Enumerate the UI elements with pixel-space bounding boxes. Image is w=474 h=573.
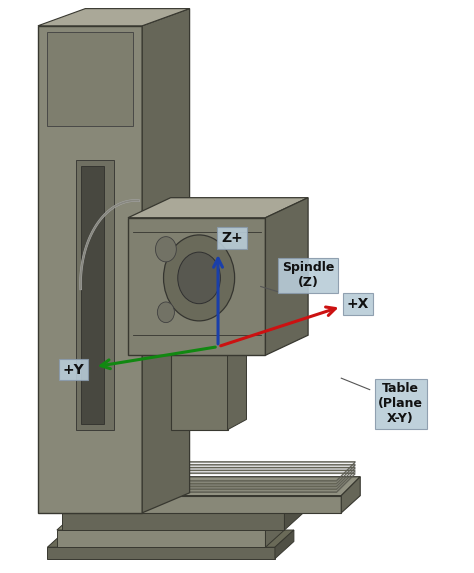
Polygon shape (81, 166, 104, 424)
Polygon shape (66, 461, 356, 481)
Polygon shape (47, 32, 133, 126)
Polygon shape (128, 218, 265, 355)
Polygon shape (62, 496, 303, 513)
Polygon shape (265, 198, 308, 355)
Circle shape (164, 235, 235, 321)
Text: Spindle
(Z): Spindle (Z) (282, 261, 334, 289)
Polygon shape (171, 355, 228, 430)
Polygon shape (275, 530, 294, 559)
Text: +Y: +Y (63, 363, 84, 376)
Polygon shape (57, 513, 284, 530)
Polygon shape (38, 9, 190, 26)
Circle shape (157, 302, 174, 323)
Polygon shape (228, 345, 246, 430)
Polygon shape (57, 530, 265, 547)
Text: +X: +X (346, 297, 369, 311)
Text: Z+: Z+ (221, 231, 243, 245)
Polygon shape (128, 198, 308, 218)
Polygon shape (62, 496, 341, 513)
Polygon shape (142, 9, 190, 513)
Polygon shape (62, 513, 284, 530)
Polygon shape (341, 477, 360, 513)
Polygon shape (62, 477, 360, 496)
Polygon shape (66, 473, 356, 493)
Polygon shape (66, 467, 356, 487)
Polygon shape (284, 496, 303, 530)
Text: Table
(Plane
X-Y): Table (Plane X-Y) (378, 382, 423, 426)
Circle shape (178, 252, 220, 304)
Polygon shape (66, 470, 356, 490)
Polygon shape (265, 513, 284, 547)
Polygon shape (76, 160, 114, 430)
Polygon shape (38, 26, 142, 513)
Polygon shape (66, 464, 356, 484)
Circle shape (155, 237, 176, 262)
Polygon shape (47, 547, 275, 559)
Polygon shape (47, 530, 294, 547)
